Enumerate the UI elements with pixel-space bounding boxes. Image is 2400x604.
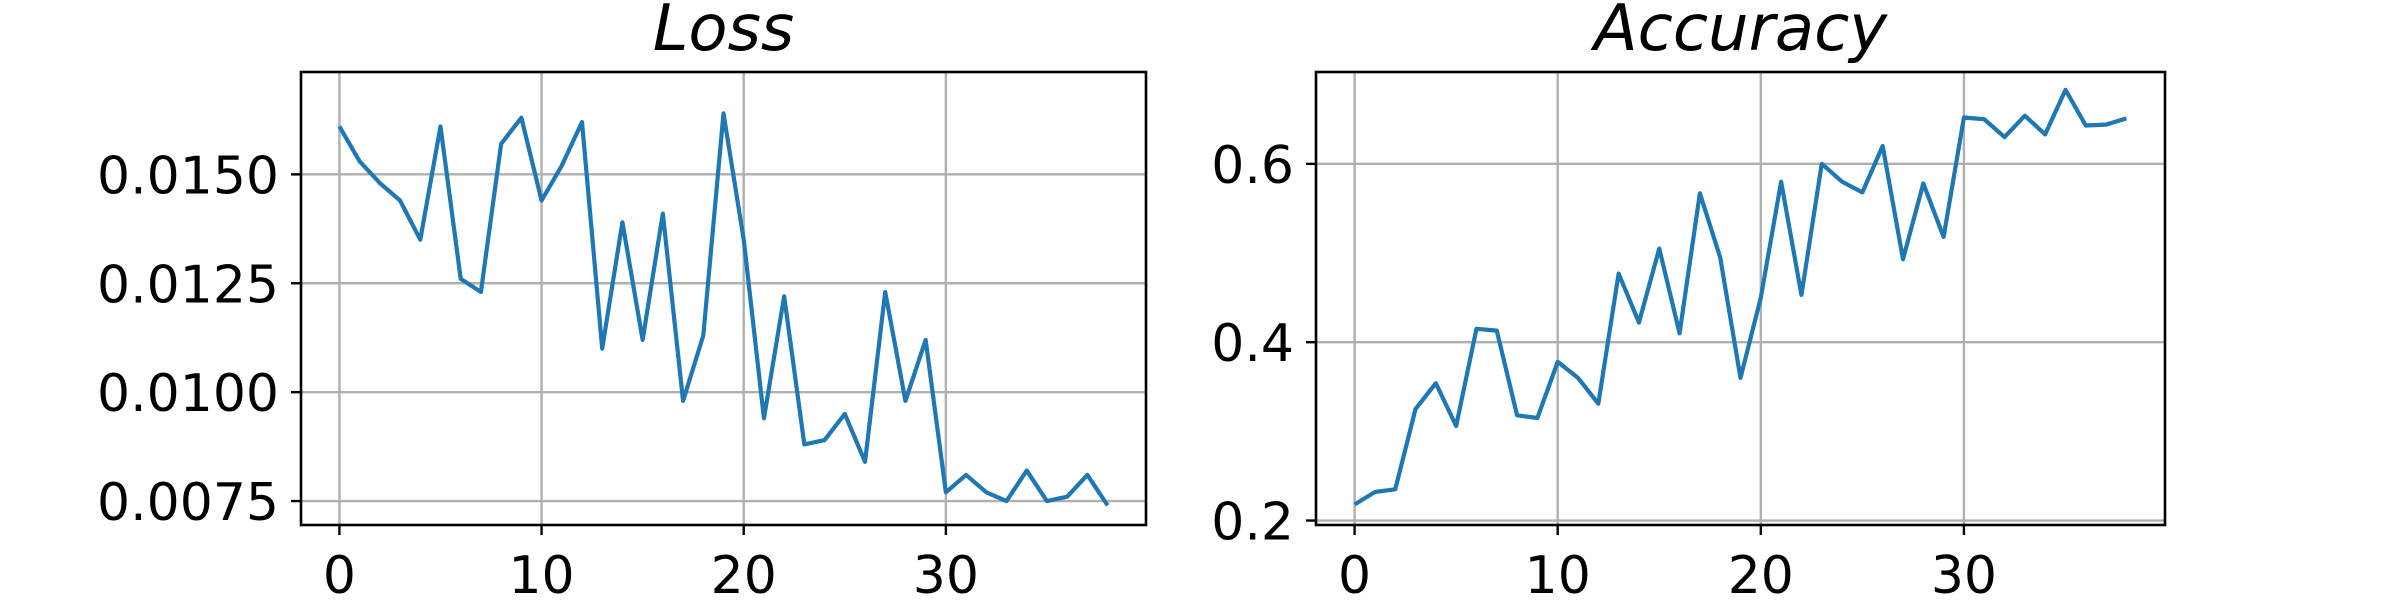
loss-y-tick-label: 0.0150 [97, 146, 279, 206]
loss-x-tick-label: 0 [323, 546, 356, 600]
loss-x-tick-label: 20 [711, 546, 777, 600]
loss-x-tick-label: 30 [913, 546, 979, 600]
loss-series-line [337, 111, 1110, 507]
accuracy-series-line [1353, 87, 2128, 507]
accuracy-x-tick-label: 10 [1525, 546, 1591, 600]
accuracy-x-tick-label: 30 [1931, 546, 1997, 600]
loss-chart: 0 10 20 30 0.0075 0.0100 0.0125 0.0150 Loss [97, 0, 1148, 604]
loss-y-tick-label: 0.0125 [97, 255, 279, 315]
loss-x-tick-label: 10 [508, 546, 574, 600]
accuracy-plot-frame [1314, 70, 2167, 527]
accuracy-y-tick-label: 0.6 [1211, 136, 1294, 196]
accuracy-y-tick-label: 0.2 [1211, 493, 1294, 553]
accuracy-chart-title: Accuracy [1590, 0, 1888, 66]
loss-y-tick-label: 0.0075 [97, 473, 279, 533]
loss-chart-title: Loss [653, 0, 795, 66]
accuracy-x-tick-label: 0 [1338, 546, 1371, 600]
accuracy-y-tick-label: 0.4 [1211, 314, 1294, 374]
loss-plot-frame [299, 70, 1148, 527]
accuracy-x-tick-label: 20 [1728, 546, 1794, 600]
accuracy-chart: 0 10 20 30 0.2 0.4 0.6 Accuracy [1211, 0, 2167, 604]
loss-y-tick-label: 0.0100 [97, 364, 279, 424]
